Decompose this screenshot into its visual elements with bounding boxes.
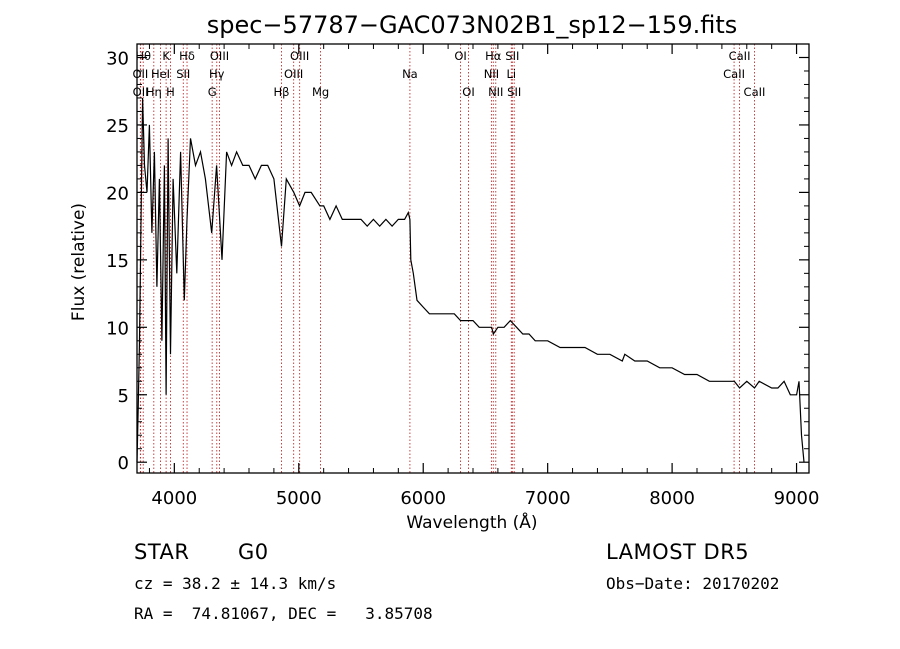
- spectral-line-label: CaII: [723, 67, 745, 81]
- chart-title: spec−57787−GAC073N02B1_sp12−159.fits: [207, 11, 738, 39]
- y-tick-label: 10: [106, 318, 129, 339]
- spectral-line-label: OI: [454, 49, 466, 63]
- coordinates: RA = 74.81067, DEC = 3.85708: [134, 604, 433, 623]
- x-tick-label: 9000: [774, 488, 820, 509]
- spectral-line-label: K: [162, 49, 170, 63]
- spectral-line-label: Mg: [312, 85, 329, 99]
- object-class: STAR: [134, 540, 190, 564]
- y-tick-label: 15: [106, 251, 129, 272]
- redshift-velocity: cz = 38.2 ± 14.3 km/s: [134, 574, 337, 593]
- spectral-line-label: SII: [176, 67, 190, 81]
- object-subclass: G0: [238, 540, 269, 564]
- spectrum-line: [136, 97, 805, 463]
- x-tick-label: 8000: [649, 488, 695, 509]
- spectral-line-label: Li: [507, 67, 517, 81]
- y-tick-label: 20: [106, 183, 129, 204]
- spectral-line-label: NII: [488, 85, 503, 99]
- survey-name: LAMOST DR5: [606, 540, 750, 564]
- spectral-line-label: Hγ: [209, 67, 225, 81]
- y-tick-label: 0: [118, 453, 129, 474]
- y-tick-label: 30: [106, 48, 129, 69]
- spectral-line-label: OIII: [290, 49, 309, 63]
- x-tick-label: 6000: [400, 488, 446, 509]
- spectral-line-label: OII: [132, 67, 148, 81]
- x-tick-label: 4000: [151, 488, 197, 509]
- observation-date: Obs−Date: 20170202: [606, 574, 780, 593]
- spectral-line-label: SII: [505, 49, 519, 63]
- spectral-line-label: Hη: [146, 85, 162, 99]
- spectral-line-label: Na: [402, 67, 418, 81]
- spectral-line-label: Hδ: [179, 49, 195, 63]
- spectral-line-label: OI: [462, 85, 474, 99]
- y-axis-ticks: 0 5 10 15 20 25 30: [106, 48, 809, 474]
- plot-frame: [136, 43, 810, 474]
- spectral-line-label: CaII: [744, 85, 766, 99]
- spectral-line-label: Hβ: [273, 85, 289, 99]
- spectral-line-label: Hθ: [135, 49, 151, 63]
- spectral-line-label: CaII: [729, 49, 751, 63]
- y-tick-label: 25: [106, 116, 129, 137]
- spectral-line-label: Hα: [485, 49, 502, 63]
- spectral-line-label: SII: [507, 85, 521, 99]
- x-tick-label: 7000: [525, 488, 571, 509]
- spectral-line-label: H: [166, 85, 175, 99]
- x-axis-label: Wavelength (Å): [406, 511, 537, 533]
- spectral-line-label: OIII: [284, 67, 303, 81]
- spectral-line-markers: [139, 44, 755, 473]
- y-tick-label: 5: [118, 386, 129, 407]
- spectral-line-labels: OIIOIIHθHηHeIKHSIIHδGHγOIIIHβOIIIOIIIMgN…: [132, 49, 765, 99]
- x-axis-ticks: 4000 5000 6000 7000 8000 9000: [148, 44, 820, 509]
- spectral-line-label: NII: [484, 67, 499, 81]
- spectral-line-label: HeI: [151, 67, 170, 81]
- y-axis-label: Flux (relative): [69, 203, 89, 321]
- spectral-line-label: G: [208, 85, 217, 99]
- spectral-line-label: OIII: [210, 49, 229, 63]
- x-tick-label: 5000: [276, 488, 322, 509]
